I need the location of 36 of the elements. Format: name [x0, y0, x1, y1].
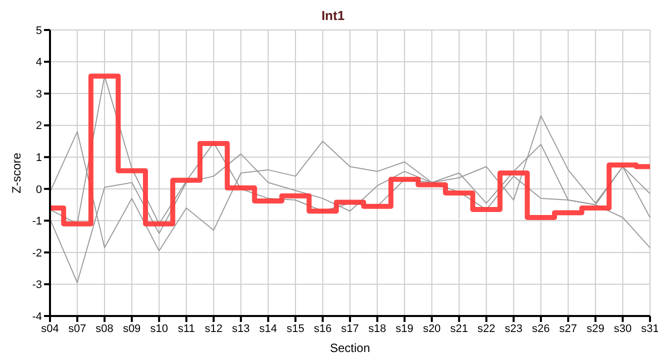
y-tick-label: 4	[36, 56, 42, 69]
x-tick-label: s12	[204, 322, 223, 335]
y-tick-label: 2	[36, 120, 42, 132]
x-tick-label: s22	[477, 322, 496, 335]
x-tick-label: s30	[614, 322, 632, 335]
x-axis-title: Section	[330, 341, 370, 355]
x-tick-label: s23	[504, 322, 523, 335]
x-tick-label: s19	[396, 322, 414, 335]
y-tick-label: 1	[36, 152, 42, 164]
x-tick-label: s18	[368, 322, 386, 335]
chart-title: Int1	[320, 8, 346, 25]
y-tick-label: 5	[36, 24, 42, 37]
x-tick-label: s04	[41, 322, 59, 335]
y-tick-label: -1	[32, 216, 42, 228]
y-tick-label: 3	[36, 88, 42, 100]
y-tick-label: -4	[32, 310, 42, 323]
x-tick-label: s09	[122, 322, 141, 335]
x-tick-label: s27	[559, 322, 578, 335]
x-tick-label: s29	[586, 322, 604, 335]
x-tick-label: s21	[450, 322, 468, 335]
y-tick-label: -3	[32, 279, 42, 292]
x-tick-label: s31	[641, 322, 659, 335]
x-tick-label: s13	[232, 322, 250, 335]
x-tick-label: s26	[532, 322, 550, 335]
y-tick-label: -2	[32, 247, 42, 260]
x-tick-label: s08	[96, 322, 114, 335]
y-tick-label: 0	[36, 184, 42, 196]
x-tick-label: s10	[150, 322, 168, 335]
x-tick-label: s14	[259, 322, 278, 335]
x-tick-label: s20	[422, 322, 441, 335]
x-tick-label: s15	[286, 322, 304, 335]
y-axis-title: Z-score	[9, 152, 24, 194]
x-tick-label: s17	[341, 322, 359, 335]
x-tick-label: s07	[68, 322, 86, 335]
x-tick-label: s16	[314, 322, 332, 335]
x-tick-label: s11	[178, 322, 195, 335]
